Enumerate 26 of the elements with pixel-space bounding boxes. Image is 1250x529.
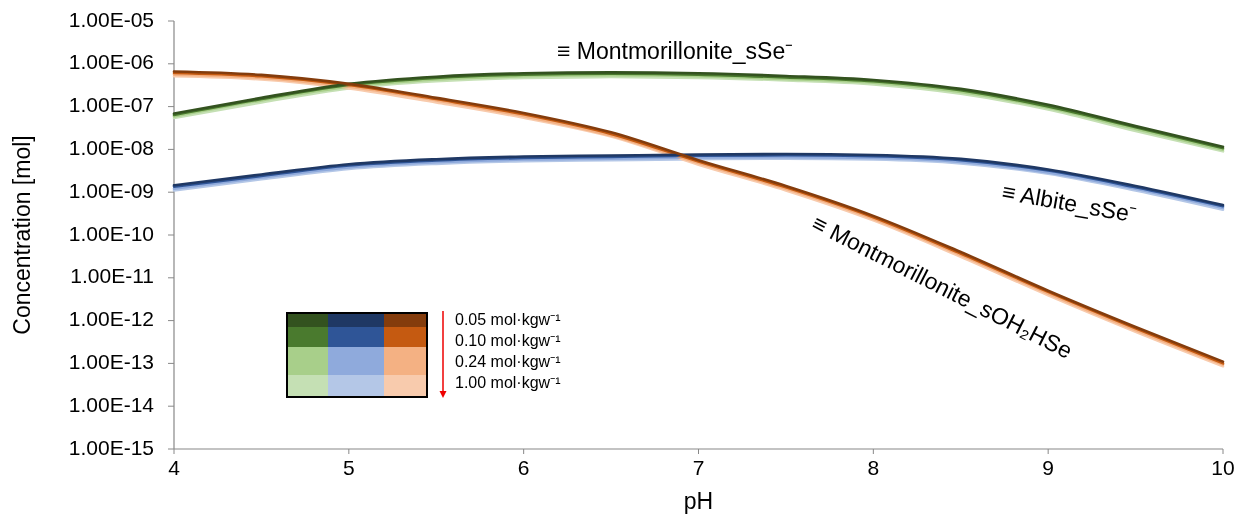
annotation: 0.24 mol·kgw⁻¹ [455,353,561,370]
y-tick-label: 1.00E-08 [68,135,154,159]
x-tick-label: 6 [517,456,530,479]
annotation: 0.10 mol·kgw⁻¹ [455,332,561,349]
x-tick-label: 7 [692,456,705,479]
annotation: ≡ Montmorillonite_sSe⁻ [557,38,794,65]
y-tick-label: 1.00E-15 [68,435,154,459]
x-tick-label: 8 [867,456,880,479]
y-tick-label: 1.00E-09 [68,178,154,202]
y-tick-label: 1.00E-10 [68,221,154,245]
y-tick-label: 1.00E-06 [68,50,154,74]
x-tick-label: 10 [1211,456,1235,479]
y-tick-label: 1.00E-07 [68,93,154,117]
x-tick-label: 5 [342,456,355,479]
x-axis-title: pH [683,488,714,514]
x-tick-label: 9 [1042,456,1055,479]
annotation: ≡ Albite_sSe⁻ [1000,178,1140,228]
y-axis-title: Concentration [mol] [9,135,35,335]
y-tick-label: 1.00E-12 [68,307,154,331]
annotation: 0.05 mol·kgw⁻¹ [455,311,561,328]
x-tick-label: 4 [168,456,181,479]
y-tick-label: 1.00E-13 [68,349,154,373]
y-tick-label: 1.00E-05 [68,7,154,31]
annotation: 1.00 mol·kgw⁻¹ [455,374,561,391]
y-tick-label: 1.00E-11 [70,264,154,288]
y-tick-label: 1.00E-14 [68,392,155,416]
